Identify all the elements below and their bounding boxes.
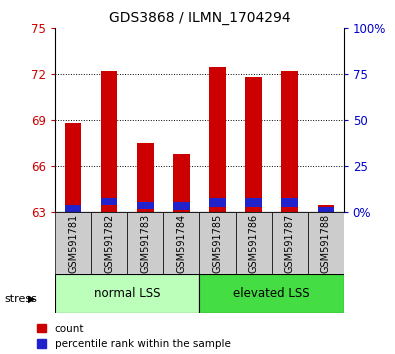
Text: ▶: ▶ <box>28 294 36 304</box>
Bar <box>127 212 164 274</box>
Text: GSM591788: GSM591788 <box>321 214 331 273</box>
Bar <box>282 71 298 212</box>
Bar <box>164 212 199 274</box>
Bar <box>318 205 334 212</box>
Bar <box>245 198 261 207</box>
Bar <box>173 154 190 212</box>
Text: stress: stress <box>4 294 37 304</box>
Text: GSM591785: GSM591785 <box>213 214 222 273</box>
Bar <box>235 212 272 274</box>
Bar <box>173 202 190 210</box>
Text: GSM591782: GSM591782 <box>104 214 115 273</box>
Bar <box>91 212 127 274</box>
Text: normal LSS: normal LSS <box>94 287 161 300</box>
Bar <box>209 198 226 207</box>
Bar <box>55 212 91 274</box>
Bar <box>272 212 308 274</box>
Bar <box>137 202 154 209</box>
Text: GSM591784: GSM591784 <box>177 214 186 273</box>
Bar <box>199 212 235 274</box>
Text: GSM591786: GSM591786 <box>248 214 259 273</box>
Bar <box>245 78 261 212</box>
Bar <box>282 198 298 207</box>
Text: GSM591783: GSM591783 <box>140 214 150 273</box>
Title: GDS3868 / ILMN_1704294: GDS3868 / ILMN_1704294 <box>109 11 290 24</box>
Bar <box>55 274 199 313</box>
Bar <box>318 207 334 212</box>
Text: elevated LSS: elevated LSS <box>233 287 310 300</box>
Bar <box>209 67 226 212</box>
Legend: count, percentile rank within the sample: count, percentile rank within the sample <box>37 324 230 349</box>
Bar <box>308 212 344 274</box>
Bar <box>65 205 81 212</box>
Text: GSM591781: GSM591781 <box>68 214 78 273</box>
Bar <box>65 124 81 212</box>
Bar <box>101 71 117 212</box>
Text: GSM591787: GSM591787 <box>284 214 295 273</box>
Bar <box>101 198 117 205</box>
Bar <box>137 143 154 212</box>
Bar <box>199 274 344 313</box>
